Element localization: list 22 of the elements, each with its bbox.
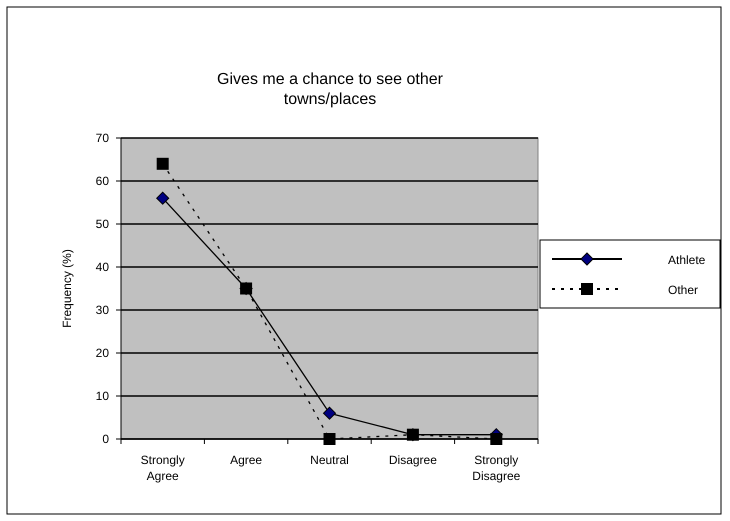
point [156,192,170,205]
y-tick-label: 10 [96,389,110,403]
point [156,158,169,170]
point [490,433,502,445]
y-tick-label: 20 [96,346,110,360]
y-tick-label: 0 [102,432,110,446]
text: Other [668,283,698,297]
y-tick-label: 40 [96,260,110,274]
x-tick-label: Agree [230,453,262,467]
chart-title: Gives me a chance to see other towns/places [217,71,444,108]
x-tick-label: Neutral [310,453,349,467]
point [323,406,336,420]
x-tick-label: Strongly Disagree [472,453,521,483]
y-tick-label: 60 [96,174,110,188]
x-tick-label: Disagree [388,453,438,467]
y-axis-title: Frequency (%) [60,249,74,328]
y-tick-label: 50 [96,217,110,231]
y-tick-label: 30 [96,303,110,317]
y-tick-label: 70 [96,131,110,145]
point [324,433,336,445]
text: Athlete [668,253,706,267]
x-tick-label: Strongly Agree [140,453,185,483]
